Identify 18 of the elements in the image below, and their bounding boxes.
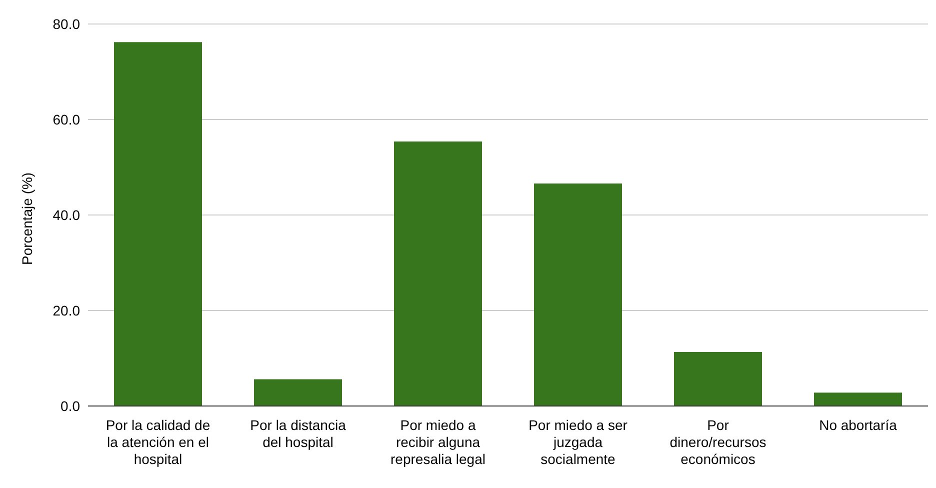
x-tick-label: Por miedo a recibir alguna represalia legal: [390, 417, 486, 467]
bar: [114, 42, 202, 406]
y-tick-label: 80.0: [52, 16, 80, 32]
bar: [254, 379, 342, 406]
bar: [394, 141, 482, 406]
y-tick-label: 40.0: [52, 206, 80, 223]
x-tick-label: Por la calidad de la atención en el hospital: [106, 417, 210, 467]
y-axis-title: Porcentaje (%): [18, 172, 35, 265]
y-tick-label: 0.0: [60, 398, 80, 414]
x-tick-label: No abortaría: [819, 417, 898, 433]
bar: [674, 352, 762, 406]
x-tick-label: Por dinero/recursos económicos: [670, 417, 766, 467]
bar: [814, 392, 902, 406]
x-tick-label: Por miedo a ser juzgada socialmente: [528, 417, 628, 467]
y-tick-label: 60.0: [52, 111, 80, 128]
x-tick-label: Por la distancia del hospital: [250, 417, 346, 450]
bar: [534, 183, 622, 406]
y-tick-label: 20.0: [52, 302, 80, 318]
